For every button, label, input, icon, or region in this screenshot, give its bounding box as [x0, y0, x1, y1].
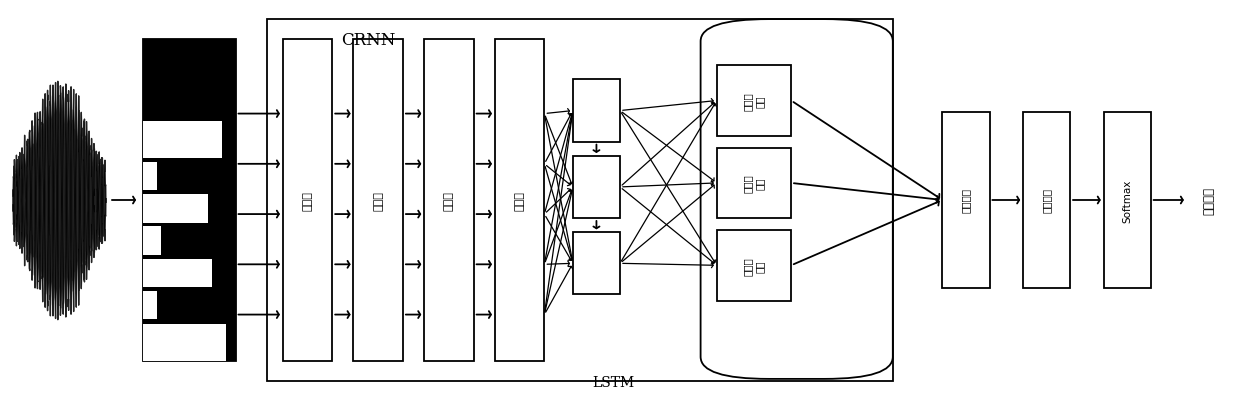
- FancyBboxPatch shape: [353, 40, 403, 361]
- FancyBboxPatch shape: [143, 122, 222, 159]
- FancyBboxPatch shape: [143, 227, 161, 255]
- Text: 最大値
池化: 最大値 池化: [743, 92, 765, 111]
- FancyBboxPatch shape: [573, 156, 620, 219]
- FancyBboxPatch shape: [1104, 112, 1151, 289]
- Text: 最小値
池化: 最小値 池化: [743, 256, 765, 275]
- FancyBboxPatch shape: [717, 231, 791, 301]
- FancyBboxPatch shape: [573, 233, 620, 295]
- FancyBboxPatch shape: [942, 112, 990, 289]
- FancyBboxPatch shape: [143, 163, 156, 191]
- FancyBboxPatch shape: [143, 291, 156, 319]
- Text: 全连接层: 全连接层: [961, 188, 971, 213]
- FancyBboxPatch shape: [283, 40, 332, 361]
- FancyBboxPatch shape: [143, 324, 226, 361]
- Text: 情感类别: 情感类别: [1203, 186, 1215, 215]
- Text: LSTM: LSTM: [593, 375, 635, 389]
- Text: 卷积层: 卷积层: [303, 190, 312, 211]
- Text: 池化层: 池化层: [515, 190, 525, 211]
- Text: CRNN: CRNN: [341, 32, 396, 49]
- FancyBboxPatch shape: [424, 40, 474, 361]
- FancyBboxPatch shape: [1023, 112, 1070, 289]
- FancyBboxPatch shape: [143, 195, 208, 223]
- Text: Softmax: Softmax: [1122, 179, 1132, 222]
- Text: 平均値
池化: 平均値 池化: [743, 174, 765, 193]
- FancyBboxPatch shape: [495, 40, 544, 361]
- FancyBboxPatch shape: [143, 40, 236, 361]
- Text: 池化层: 池化层: [373, 190, 383, 211]
- FancyBboxPatch shape: [717, 66, 791, 136]
- FancyBboxPatch shape: [573, 80, 620, 142]
- Text: 全连接层: 全连接层: [1042, 188, 1052, 213]
- FancyBboxPatch shape: [143, 259, 212, 287]
- Text: 卷积层: 卷积层: [444, 190, 454, 211]
- FancyBboxPatch shape: [717, 148, 791, 219]
